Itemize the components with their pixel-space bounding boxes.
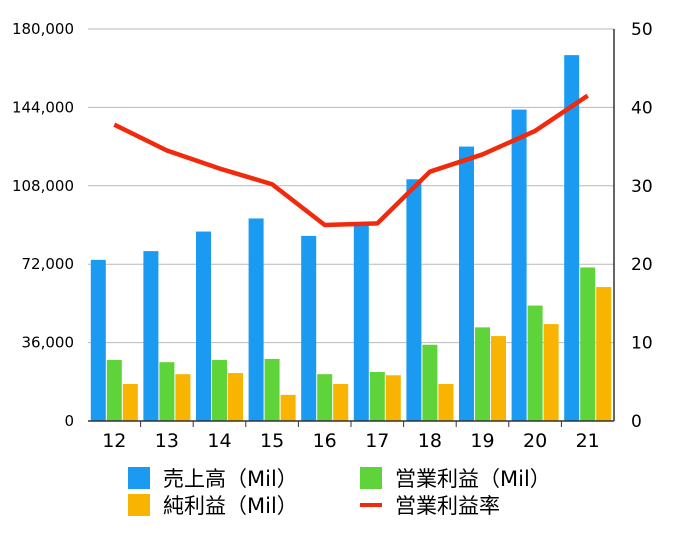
y-right-tick-label: 30: [631, 177, 653, 197]
right-axis-ticks: 0 10 20 30 40 50: [631, 20, 653, 432]
x-tick-label: 12: [102, 430, 126, 452]
bar: [406, 179, 422, 421]
legend-label: 営業利益率: [395, 494, 500, 518]
bar: [301, 235, 317, 421]
bar: [438, 383, 454, 421]
bar: [196, 231, 211, 421]
bar: [90, 259, 106, 421]
y-left-tick-label: 144,000: [12, 98, 74, 116]
y-left-tick-label: 0: [64, 412, 74, 430]
bar: [564, 55, 580, 422]
y-left-tick-label: 180,000: [12, 20, 74, 38]
bar: [122, 383, 138, 421]
bar-series: [90, 55, 612, 422]
bar: [333, 383, 349, 421]
bar: [580, 267, 596, 421]
bar: [491, 336, 506, 421]
bar: [369, 372, 385, 421]
x-tick-label: 14: [207, 430, 231, 452]
legend-swatch: [360, 503, 382, 507]
x-tick-label: 16: [313, 430, 337, 452]
bar: [264, 358, 280, 421]
legend: 売上高（Mil） 営業利益（Mil） 純利益（Mil） 営業利益率: [128, 467, 551, 518]
y-right-tick-label: 50: [631, 20, 653, 40]
y-left-tick-label: 36,000: [22, 334, 75, 352]
bar: [475, 327, 490, 421]
bar: [212, 360, 227, 421]
bar: [175, 374, 191, 421]
bar: [280, 394, 296, 421]
bar: [527, 305, 543, 421]
bar: [228, 373, 243, 421]
bar: [511, 109, 527, 422]
x-axis-ticks: 12 13 14 15 16 17 18 19 20 21: [102, 430, 600, 452]
x-tick-label: 20: [523, 430, 547, 452]
bar: [353, 225, 369, 421]
bar: [317, 374, 333, 421]
legend-label: 純利益（Mil）: [163, 494, 298, 518]
bar: [143, 251, 159, 421]
y-right-tick-label: 20: [631, 255, 653, 275]
x-tick-label: 15: [260, 430, 284, 452]
bar: [248, 218, 264, 421]
x-tick-label: 13: [155, 430, 179, 452]
bar: [459, 146, 474, 421]
bar: [543, 324, 559, 421]
y-right-tick-label: 0: [631, 412, 642, 432]
legend-swatch: [360, 467, 382, 489]
bar: [385, 375, 401, 421]
x-tick-label: 17: [365, 430, 389, 452]
legend-label: 営業利益（Mil）: [395, 467, 551, 491]
legend-swatch: [128, 467, 150, 489]
y-left-tick-label: 72,000: [22, 255, 75, 273]
y-left-tick-label: 108,000: [12, 177, 74, 195]
bar: [106, 360, 122, 421]
left-axis-ticks: 0 36,000 72,000 108,000 144,000 180,000: [12, 20, 74, 430]
gridlines: [88, 28, 614, 344]
line-series: [113, 93, 589, 228]
bar: [422, 344, 438, 421]
y-right-tick-label: 40: [631, 98, 653, 118]
legend-label: 売上高（Mil）: [163, 467, 298, 491]
x-tick-label: 19: [470, 430, 494, 452]
axes: [88, 29, 615, 427]
bar: [159, 362, 175, 421]
legend-swatch: [128, 494, 150, 516]
bar: [596, 287, 612, 421]
x-tick-label: 21: [576, 430, 600, 452]
y-right-tick-label: 10: [631, 334, 653, 354]
series-line: [113, 93, 589, 228]
x-tick-label: 18: [418, 430, 442, 452]
